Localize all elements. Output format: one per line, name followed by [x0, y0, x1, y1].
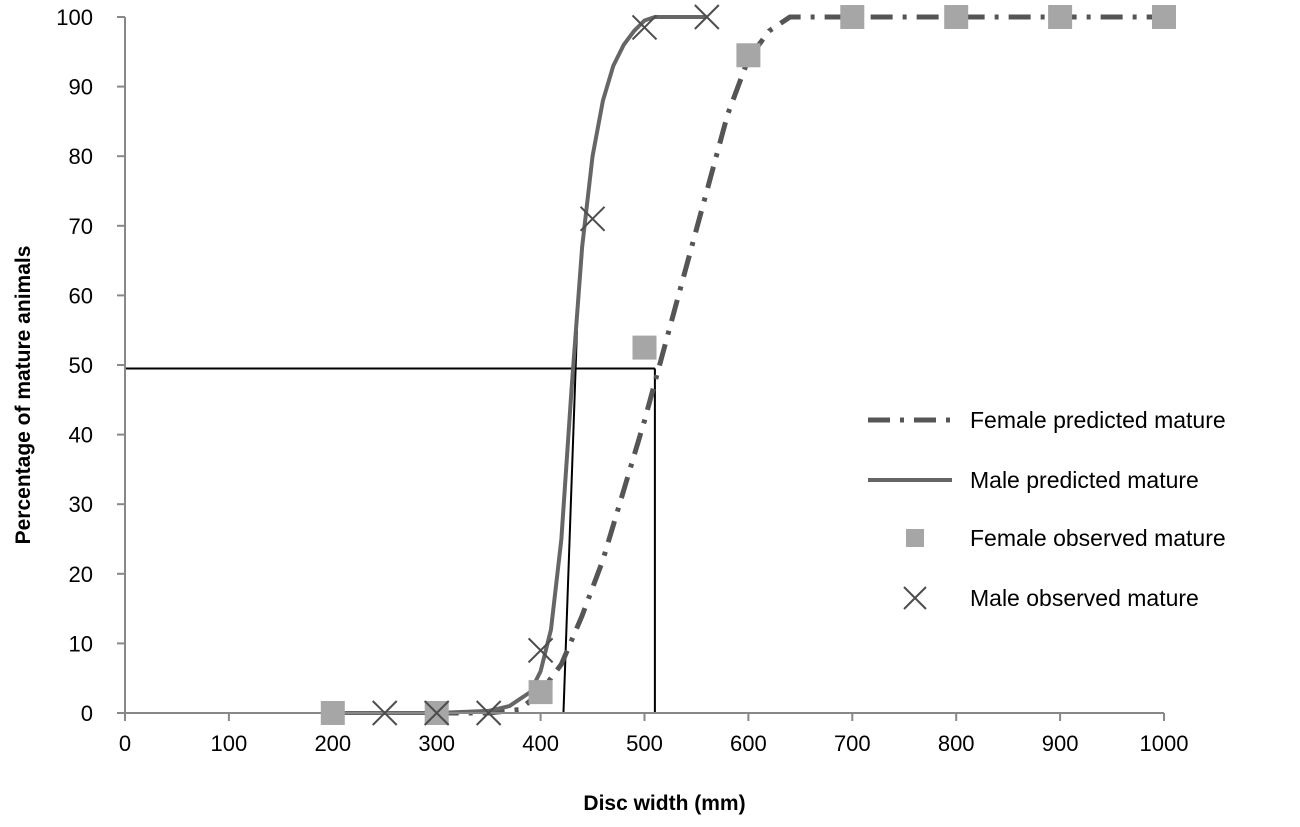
y-tick-label: 0	[81, 701, 93, 726]
y-tick-label: 60	[69, 283, 93, 308]
male-observed-point	[475, 700, 502, 726]
legend-item-female-predicted: Female predicted mature	[868, 407, 1226, 433]
male-observed-point	[423, 700, 450, 726]
female-observed-point	[1048, 5, 1073, 29]
legend-label-female-observed: Female observed mature	[970, 525, 1226, 551]
y-tick-label: 70	[69, 214, 93, 239]
male-predicted-curve	[332, 15, 707, 715]
legend-swatch-female-observed	[906, 529, 924, 547]
male-observed-point	[527, 637, 554, 664]
female-observed-point	[840, 5, 865, 29]
x-tick-labels: 0 100 200 300 400 500 600 700 800 900 1000	[119, 731, 1189, 756]
y-tick-label: 80	[69, 144, 93, 169]
female-observed-point	[632, 335, 657, 360]
legend-item-female-observed: Female observed mature	[906, 525, 1226, 551]
y-tick-label: 10	[69, 631, 93, 656]
x-tick-label: 100	[211, 731, 248, 756]
female-observed-point	[320, 701, 345, 725]
x-tick-label: 700	[834, 731, 871, 756]
y-tick-label: 40	[69, 423, 93, 448]
x-tick-label: 500	[626, 731, 663, 756]
female-observed-points	[320, 5, 1176, 725]
x-tick-label: 1000	[1140, 731, 1189, 756]
legend: Female predicted mature Male predicted m…	[868, 407, 1226, 611]
x-tick-label: 400	[522, 731, 559, 756]
legend-item-male-predicted: Male predicted mature	[868, 467, 1199, 493]
legend-label-male-predicted: Male predicted mature	[970, 467, 1199, 493]
y-tick-label: 30	[69, 492, 93, 517]
x-tick-label: 200	[314, 731, 351, 756]
male-observed-point	[631, 14, 658, 41]
x-tick-label: 800	[938, 731, 975, 756]
female-observed-point	[944, 5, 969, 29]
male-observed-points	[372, 4, 720, 726]
y-axis-title: Percentage of mature animals	[12, 246, 35, 545]
x-tick-label: 0	[119, 731, 131, 756]
female-observed-point	[736, 43, 761, 68]
y-tick-label: 90	[69, 75, 93, 100]
axes	[117, 16, 1165, 721]
x-tick-label: 600	[730, 731, 767, 756]
male-observed-point	[694, 4, 720, 30]
male-observed-point	[372, 700, 398, 726]
legend-item-male-observed: Male observed mature	[903, 585, 1199, 611]
y-tick-labels: 0 10 20 30 40 50 60 70 80 90 100	[56, 5, 93, 726]
male-observed-point	[579, 206, 606, 232]
reference-line	[562, 330, 578, 714]
legend-swatch-male-observed	[903, 586, 927, 610]
legend-label-male-observed: Male observed mature	[970, 585, 1199, 611]
legend-label-female-predicted: Female predicted mature	[970, 407, 1226, 433]
male-predicted-line	[332, 15, 707, 715]
x-axis-title: Disc width (mm)	[583, 792, 745, 815]
female-observed-point	[1152, 5, 1176, 29]
y-tick-label: 100	[56, 5, 93, 30]
x-tick-label: 300	[418, 731, 455, 756]
y-tick-label: 50	[69, 353, 93, 378]
x-tick-label: 900	[1042, 731, 1079, 756]
y-tick-label: 20	[69, 562, 93, 587]
reference-lines	[125, 330, 656, 714]
female-observed-point	[528, 680, 553, 705]
